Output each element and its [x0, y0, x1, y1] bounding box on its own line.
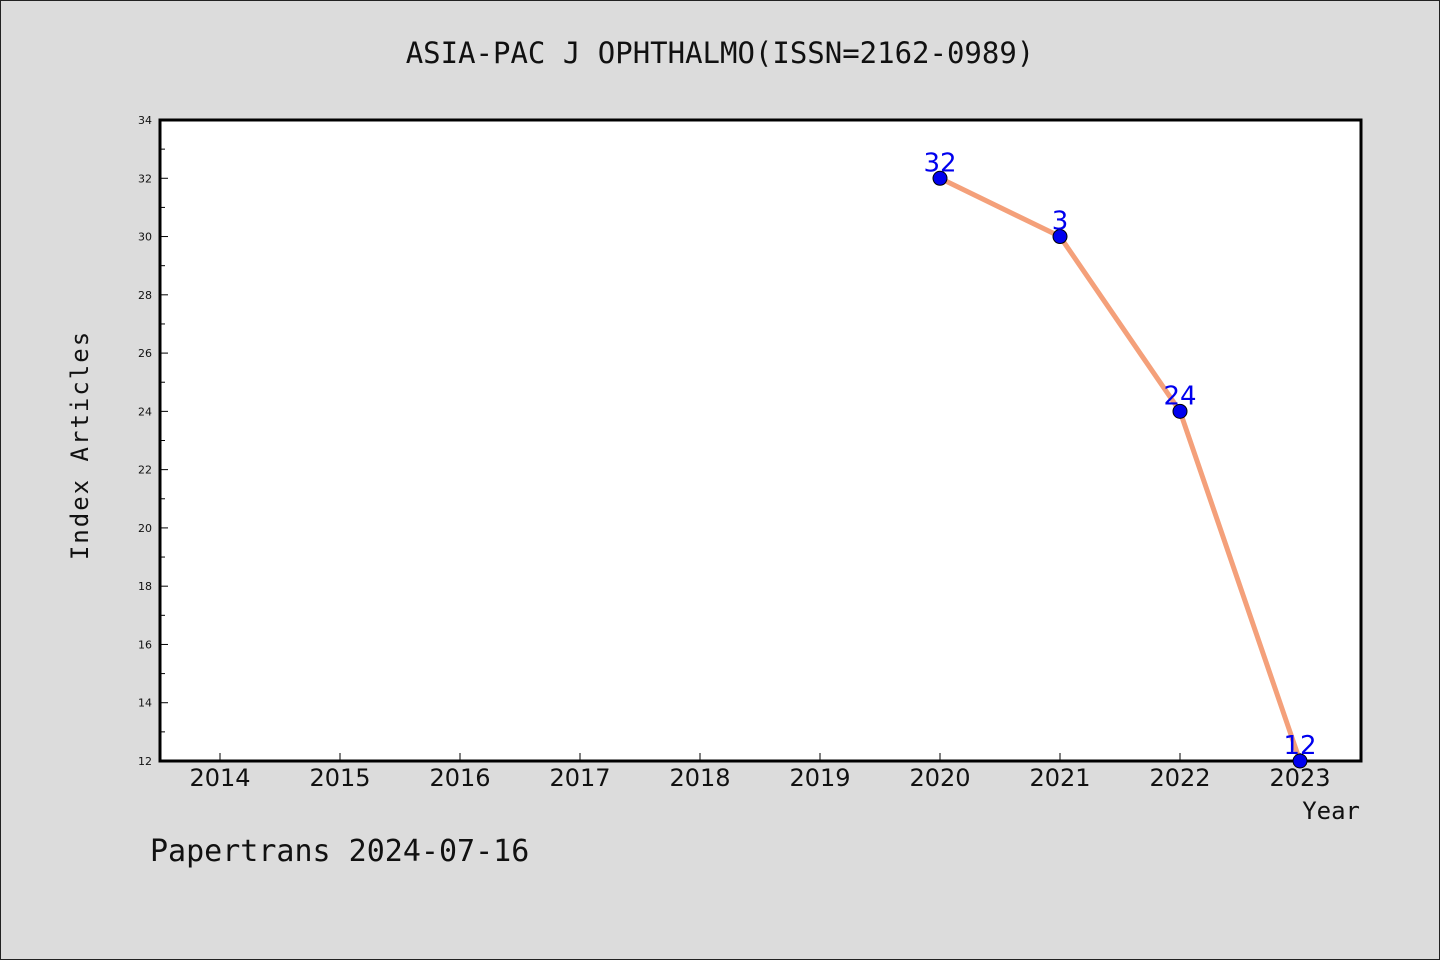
y-tick-label: 26	[138, 347, 152, 360]
y-tick-label: 22	[138, 464, 152, 477]
x-tick-label: 2015	[309, 764, 370, 792]
x-tick-label: 2023	[1269, 764, 1330, 792]
y-tick-label: 18	[138, 580, 152, 593]
data-point	[1052, 229, 1068, 245]
data-label: 24	[1163, 381, 1196, 411]
y-axis: 12 14 16 18 20 22 24 26 28 30 32 34	[138, 114, 168, 768]
x-tick-label: 2020	[909, 764, 970, 792]
x-tick-label: 2018	[669, 764, 730, 792]
y-tick-label: 34	[138, 114, 152, 127]
x-axis: 2014 2015 2016 2017 2018 2019 2020 2021 2022 2023	[189, 753, 1331, 792]
y-tick-label: 14	[138, 697, 152, 710]
plot-area	[158, 118, 1363, 763]
data-point	[1292, 753, 1308, 769]
x-tick-label: 2019	[789, 764, 850, 792]
y-tick-label: 12	[138, 755, 152, 768]
x-tick-label: 2021	[1029, 764, 1090, 792]
footer-stamp: Papertrans 2024-07-16	[150, 834, 530, 869]
y-tick-label: 30	[138, 231, 152, 244]
x-axis-label: Year	[1302, 797, 1360, 825]
y-tick-label: 20	[138, 522, 152, 535]
x-tick-label: 2016	[429, 764, 490, 792]
y-tick-label: 32	[138, 172, 152, 185]
y-tick-label: 28	[138, 289, 152, 302]
series-line	[937, 175, 1303, 764]
series-group: 32 3 24 12	[923, 148, 1317, 769]
chart-title: ASIA-PAC J OPHTHALMO(ISSN=2162-0989)	[405, 36, 1035, 70]
y-tick-label: 16	[138, 638, 152, 651]
data-point	[1172, 403, 1188, 419]
x-tick-label: 2017	[549, 764, 610, 792]
data-label: 3	[1052, 207, 1069, 237]
y-tick-label: 24	[138, 405, 152, 418]
x-tick-label: 2014	[189, 764, 250, 792]
data-point	[932, 170, 948, 186]
data-label: 32	[923, 148, 956, 178]
data-label: 12	[1283, 731, 1316, 761]
x-tick-label: 2022	[1149, 764, 1210, 792]
